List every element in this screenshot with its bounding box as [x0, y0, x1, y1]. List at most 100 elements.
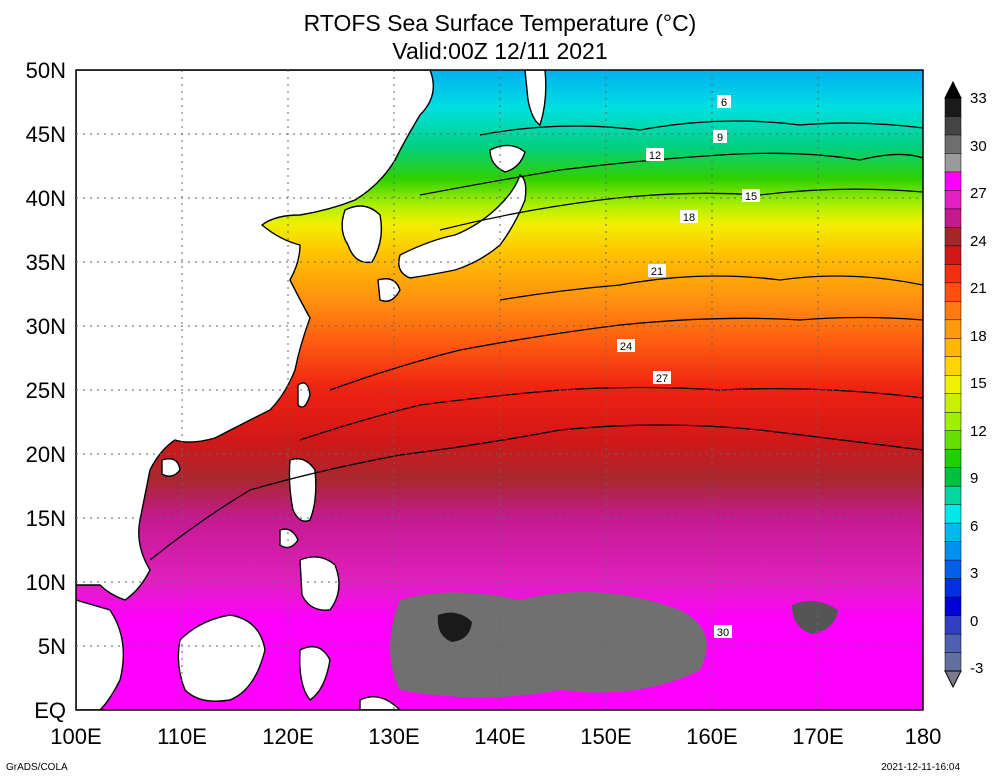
colorbar-cell — [944, 190, 962, 210]
colorbar-cell — [944, 319, 962, 340]
contour-label-9: 9 — [713, 130, 727, 144]
svg-text:30: 30 — [717, 627, 729, 639]
colorbar-cell — [944, 301, 962, 321]
lat-label-45n: 45N — [26, 122, 66, 147]
lon-label-180: 180 — [905, 724, 942, 749]
colorbar-cell — [944, 153, 962, 173]
contour-label-6: 6 — [717, 95, 731, 109]
cbar-tick-6: 6 — [970, 518, 978, 535]
colorbar-cell — [944, 245, 962, 266]
gridlines — [76, 70, 923, 710]
colorbar-cell — [944, 652, 962, 672]
warm-pool-core — [437, 612, 472, 642]
colorbar: 33 30 27 24 21 18 15 12 9 6 3 0 -3 — [944, 80, 987, 689]
colorbar-cell — [944, 97, 962, 118]
cbar-tick-18: 18 — [970, 328, 987, 345]
contour-labels: 6 9 12 15 18 21 24 27 30 — [617, 95, 760, 639]
colorbar-cell — [944, 485, 962, 506]
colorbar-cell — [944, 596, 962, 617]
cbar-tick-24: 24 — [970, 233, 987, 250]
colorbar-cell — [944, 282, 962, 303]
colorbar-bottom-arrow — [944, 670, 962, 689]
colorbar-cell — [944, 522, 962, 543]
cbar-tick-neg3: -3 — [970, 660, 983, 677]
lon-label-170e: 170E — [792, 724, 843, 749]
colorbar-cells — [944, 97, 962, 672]
lat-label-15n: 15N — [26, 506, 66, 531]
colorbar-cell — [944, 227, 962, 247]
colorbar-cell — [944, 116, 962, 136]
cbar-tick-21: 21 — [970, 280, 987, 297]
colorbar-cell — [944, 264, 962, 284]
colorbar-cell — [944, 171, 962, 192]
warm-pool-patch-east — [792, 601, 838, 634]
cbar-tick-12: 12 — [970, 423, 987, 440]
contour-label-27: 27 — [653, 371, 671, 385]
svg-text:15: 15 — [745, 191, 757, 203]
colorbar-cell — [944, 338, 962, 358]
contour-label-21: 21 — [648, 264, 666, 278]
lat-label-35n: 35N — [26, 250, 66, 275]
svg-text:6: 6 — [721, 97, 727, 109]
svg-text:9: 9 — [717, 132, 723, 144]
chart-subtitle: Valid:00Z 12/11 2021 — [392, 38, 608, 64]
land — [76, 70, 547, 710]
cbar-tick-30: 30 — [970, 138, 987, 155]
colorbar-cell — [944, 134, 962, 155]
footer-timestamp: 2021-12-11-16:04 — [881, 762, 960, 773]
contour-label-18: 18 — [680, 210, 698, 224]
lon-label-150e: 150E — [580, 724, 631, 749]
colorbar-tick-labels: 33 30 27 24 21 18 15 12 9 6 3 0 -3 — [970, 90, 987, 677]
cbar-tick-27: 27 — [970, 185, 987, 202]
colorbar-cell — [944, 411, 962, 432]
chart-title: RTOFS Sea Surface Temperature (°C) — [303, 10, 697, 36]
lat-label-50n: 50N — [26, 58, 66, 83]
svg-text:18: 18 — [683, 212, 695, 224]
lon-label-100e: 100E — [50, 724, 101, 749]
colorbar-cell — [944, 559, 962, 580]
contour-label-24: 24 — [617, 339, 635, 353]
svg-text:24: 24 — [620, 341, 632, 353]
lat-label-5n: 5N — [38, 634, 66, 659]
svg-text:27: 27 — [656, 373, 668, 385]
colorbar-cell — [944, 467, 962, 487]
svg-text:21: 21 — [651, 266, 663, 278]
lat-label-30n: 30N — [26, 314, 66, 339]
colorbar-cell — [944, 430, 962, 450]
colorbar-cell — [944, 615, 962, 635]
colorbar-cell — [944, 356, 962, 376]
warm-pool-patch — [390, 592, 707, 698]
colorbar-cell — [944, 208, 962, 229]
colorbar-cell — [944, 393, 962, 413]
cbar-tick-33: 33 — [970, 90, 987, 107]
lon-label-120e: 120E — [262, 724, 313, 749]
lon-label-140e: 140E — [474, 724, 525, 749]
lat-label-10n: 10N — [26, 570, 66, 595]
lon-label-160e: 160E — [686, 724, 737, 749]
lon-label-130e: 130E — [368, 724, 419, 749]
colorbar-cell — [944, 541, 962, 561]
cbar-tick-15: 15 — [970, 375, 987, 392]
colorbar-cell — [944, 633, 962, 654]
contour-label-30: 30 — [714, 625, 732, 639]
lon-labels: 100E 110E 120E 130E 140E 150E 160E 170E … — [50, 724, 941, 749]
cbar-tick-0: 0 — [970, 613, 978, 630]
lon-label-110e: 110E — [157, 724, 207, 749]
lat-label-eq: EQ — [34, 698, 66, 723]
isotherms — [149, 120, 923, 561]
colorbar-cell — [944, 448, 962, 469]
lat-label-40n: 40N — [26, 186, 66, 211]
lat-label-20n: 20N — [26, 442, 66, 467]
colorbar-cell — [944, 504, 962, 524]
footer-credit: GrADS/COLA — [6, 762, 68, 773]
svg-text:12: 12 — [649, 150, 661, 162]
colorbar-cell — [944, 375, 962, 395]
contour-label-12: 12 — [646, 148, 664, 162]
cbar-tick-3: 3 — [970, 565, 978, 582]
colorbar-cell — [944, 578, 962, 598]
contour-label-15: 15 — [742, 189, 760, 203]
cbar-tick-9: 9 — [970, 470, 978, 487]
lat-label-25n: 25N — [26, 378, 66, 403]
colorbar-top-arrow — [944, 80, 962, 99]
